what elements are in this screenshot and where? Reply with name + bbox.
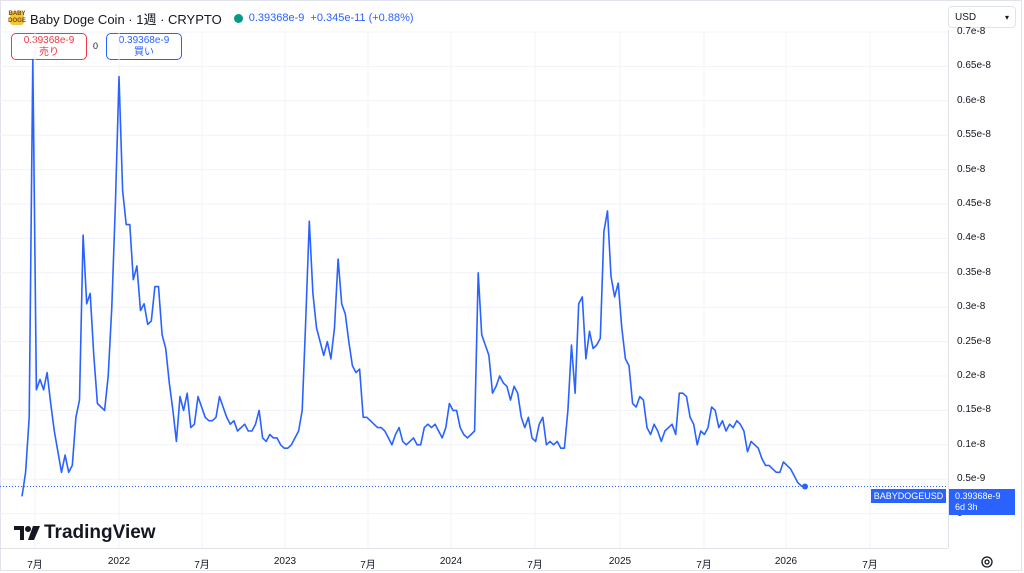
y-tick-label: 0.5e-9 (957, 473, 986, 485)
y-tick-label: 0.5e-8 (957, 163, 986, 175)
sell-button[interactable]: 0.39368e-9 売り (11, 33, 87, 60)
x-tick-label: 7月 (27, 560, 43, 571)
baby-doge-logo-icon: BABY DOGE (8, 11, 26, 25)
price-chart[interactable] (0, 0, 948, 548)
sell-label: 売り (39, 47, 59, 58)
price-line (21, 58, 806, 497)
buy-label: 買い (134, 47, 154, 58)
y-tick-label: 0.7e-8 (957, 26, 986, 37)
last-price-marker (802, 483, 808, 490)
y-tick-label: 0.25e-8 (957, 335, 991, 347)
header-price: 0.39368e-9 (248, 12, 305, 24)
y-tick-label: 0.6e-8 (957, 94, 986, 106)
x-tick-label: 7月 (194, 560, 210, 571)
x-tick-label: 2023 (273, 556, 297, 567)
chevron-down-icon: ▾ (1004, 12, 1009, 22)
symbol-title[interactable]: Baby Doge Coin · 1週 · CRYPTO (30, 11, 222, 27)
last-price-value: 0.39368e-9 (955, 491, 1001, 501)
y-tick-label: 0.45e-8 (957, 198, 991, 209)
symbol-header[interactable]: BABY DOGE Baby Doge Coin · 1週 · CRYPTO 0… (8, 8, 414, 28)
price-axis-separator (948, 30, 949, 548)
y-tick-label: 0.1e-8 (957, 438, 986, 450)
y-tick-label: 0.15e-8 (957, 404, 991, 416)
y-tick-label: 0.55e-8 (957, 129, 991, 141)
tradingview-logo[interactable]: TradingView (14, 522, 156, 544)
header-change: +0.345e-11 (+0.88%) (310, 12, 414, 24)
gear-icon[interactable] (980, 555, 994, 569)
x-tick-label: 2022 (107, 556, 131, 567)
x-tick-label: 2025 (608, 556, 632, 567)
y-tick-label: 0.35e-8 (957, 266, 991, 278)
buy-price: 0.39368e-9 (118, 35, 170, 46)
x-tick-label: 7月 (696, 560, 712, 571)
spread-value: 0 (93, 41, 99, 51)
sell-price: 0.39368e-9 (23, 35, 75, 46)
y-tick-label: 0.4e-8 (957, 232, 986, 244)
currency-select[interactable]: USD ▾ (948, 6, 1016, 28)
x-tick-label: 7月 (360, 560, 376, 571)
last-price-tag: 0.39368e-9 6d 3h (949, 489, 1015, 515)
y-tick-label: 0.3e-8 (957, 301, 986, 313)
tradingview-wordmark: TradingView (44, 522, 156, 543)
y-tick-label: 0.65e-8 (957, 60, 991, 72)
market-status-dot-icon (233, 13, 243, 23)
x-tick-label: 7月 (862, 560, 878, 571)
currency-label: USD (955, 11, 977, 23)
x-tick-label: 2026 (774, 556, 798, 567)
symbol-price-tag: BABYDOGEUSD (871, 489, 946, 503)
x-tick-label: 2024 (439, 556, 463, 567)
chart-grid (0, 31, 948, 548)
bar-countdown: 6d 3h (955, 502, 978, 512)
time-axis-separator (0, 548, 948, 549)
x-tick-label: 7月 (527, 560, 543, 571)
y-tick-label: 0.2e-8 (957, 370, 986, 381)
tradingview-icon (14, 526, 40, 540)
